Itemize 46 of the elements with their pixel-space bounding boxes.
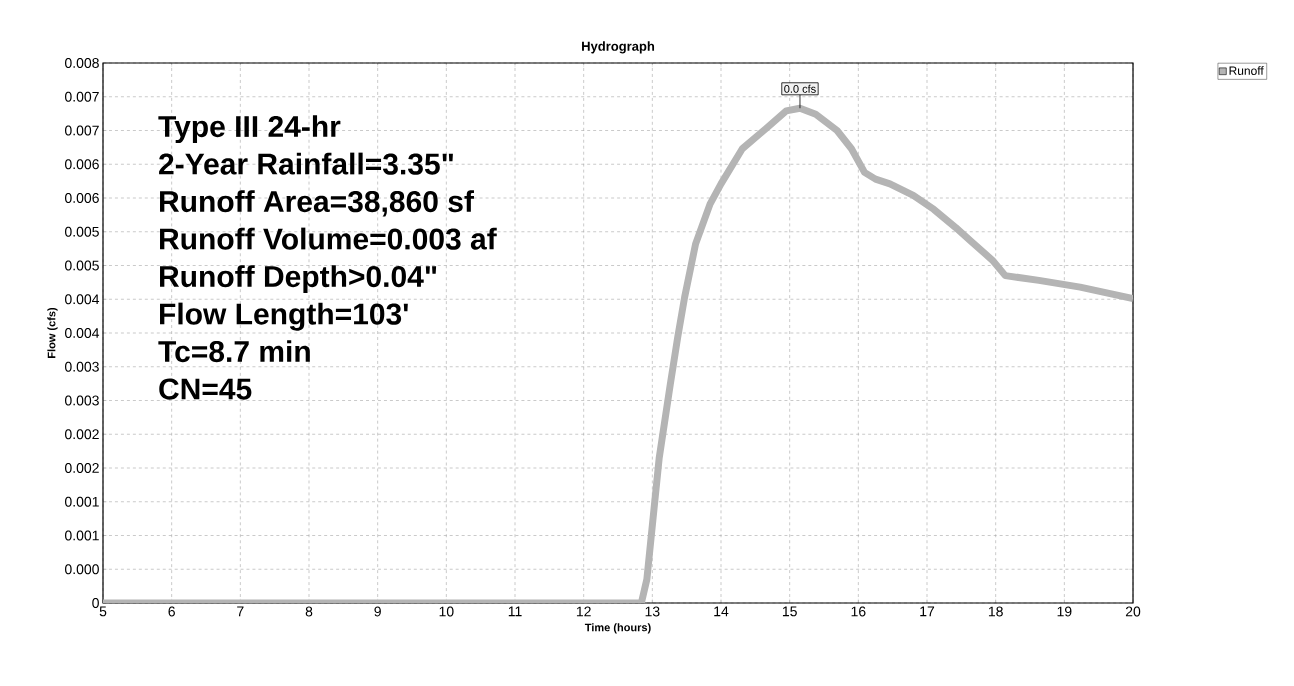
annotation: Runoff Depth>0.04"	[160, 265, 437, 294]
y-tick-label: 0.002	[64, 463, 99, 473]
y-tick-label: 0.007	[64, 125, 99, 136]
x-tick-label: 11	[508, 606, 522, 617]
x-tick-label: 5	[99, 606, 107, 617]
y-tick-label: 0.003	[64, 395, 99, 406]
x-tick-label: 9	[374, 606, 381, 617]
x-tick-label: 6	[168, 606, 175, 617]
y-axis-title: Flow (cfs)	[47, 307, 58, 358]
x-tick-label: 17	[920, 606, 935, 617]
y-tick-label: 0.005	[64, 226, 99, 237]
x-tick-label: 10	[439, 606, 454, 617]
annotation: CN=45	[159, 378, 252, 400]
x-tick-label: 8	[305, 606, 313, 617]
x-tick-label: 15	[782, 606, 797, 617]
annotation: Runoff Area=38,860 sf	[160, 190, 474, 217]
chart-title: Hydrograph	[582, 41, 655, 54]
y-tick-label: 0.000	[64, 564, 99, 575]
annotation: 2-Year Rainfall=3.35"	[159, 152, 453, 175]
y-tick-label: 0.006	[64, 159, 99, 170]
annotation: Type III 24-hr	[158, 115, 341, 144]
y-tick-label: 0	[92, 598, 99, 608]
x-tick-label: 12	[576, 606, 591, 617]
legend-label: Runoff	[1229, 66, 1264, 75]
x-tick-label: 13	[645, 606, 660, 617]
y-tick-label: 0.005	[64, 260, 99, 271]
x-axis-title: Time (hours)	[584, 623, 651, 634]
y-tick-label: 0.004	[64, 328, 100, 338]
annotation: Flow Length=103'	[160, 302, 408, 331]
x-tick-label: 16	[851, 606, 866, 617]
y-tick-label: 0.006	[64, 193, 99, 203]
y-tick-label: 0.002	[64, 429, 99, 440]
x-tick-label: 19	[1057, 606, 1072, 617]
x-tick-label: 18	[988, 606, 1003, 617]
annotation: Tc=8.7 min	[158, 340, 310, 363]
x-tick-label: 7	[237, 606, 244, 617]
y-tick-label: 0.001	[64, 496, 99, 507]
x-tick-label: 20	[1125, 606, 1141, 617]
annotation: Runoff Volume=0.003 af	[160, 227, 497, 250]
y-tick-label: 0.001	[64, 530, 99, 541]
y-tick-label: 0.004	[64, 294, 100, 305]
y-tick-label: 0.007	[64, 91, 99, 102]
y-tick-label: 0.008	[64, 58, 99, 68]
x-tick-label: 14	[714, 606, 729, 617]
annotation: 0.0 cfs	[784, 84, 816, 93]
y-tick-label: 0.003	[64, 361, 99, 372]
